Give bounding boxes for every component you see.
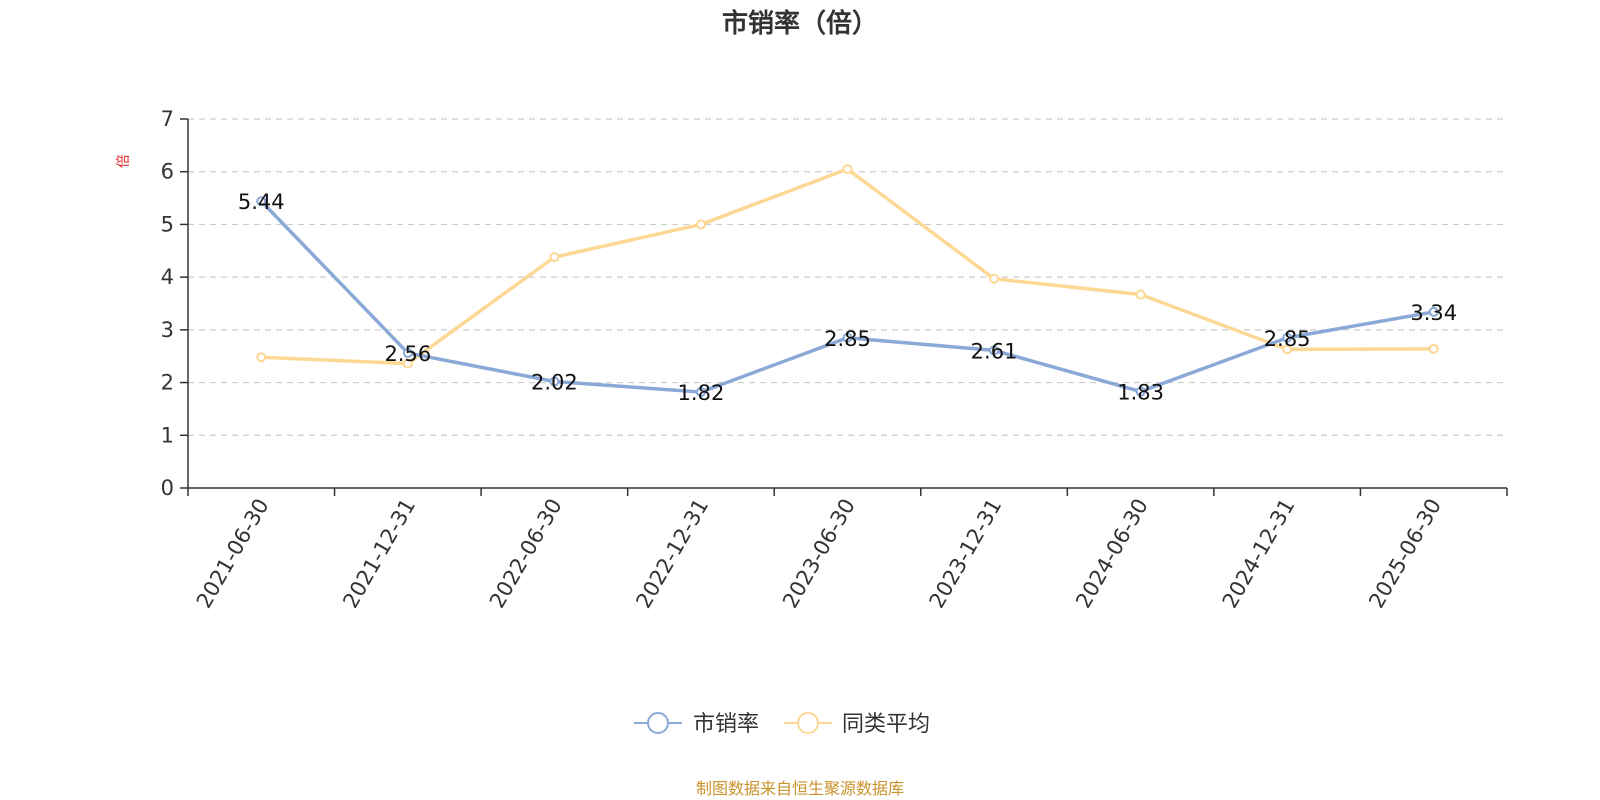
data-point[interactable] [402, 358, 413, 369]
x-tick-label: 2022-06-30 [485, 495, 567, 613]
y-tick-label: 3 [161, 318, 174, 342]
data-point[interactable] [842, 332, 853, 343]
legend-label: 同类平均 [842, 712, 930, 737]
data-point[interactable] [1135, 289, 1146, 300]
legend-item-0[interactable]: 市销率 [634, 712, 759, 737]
y-tick-label: 2 [161, 371, 174, 395]
series-line-0 [260, 200, 1435, 394]
data-point[interactable] [989, 273, 1000, 284]
legend-label: 市销率 [693, 712, 759, 737]
x-tick-label: 2024-12-31 [1218, 495, 1300, 613]
legend-marker [647, 712, 669, 734]
data-label: 1.83 [1117, 381, 1164, 405]
data-label: 5.44 [238, 190, 285, 214]
y-tick-label: 6 [161, 160, 174, 184]
axes [180, 118, 1508, 496]
data-label: 3.34 [1410, 301, 1457, 325]
data-point[interactable] [1135, 386, 1146, 397]
x-tick-label: 2023-06-30 [778, 495, 860, 613]
x-ticks: 2021-06-30 2021-12-31 2022-06-30 2022-12-31… [192, 495, 1446, 613]
data-point[interactable] [989, 345, 1000, 356]
y-tick-label: 7 [161, 107, 174, 131]
data-point[interactable] [1428, 306, 1439, 317]
data-label: 1.82 [678, 381, 725, 405]
series-group [256, 164, 1439, 398]
y-tick-label: 4 [161, 265, 174, 289]
x-tick-label: 2023-12-31 [925, 495, 1007, 613]
data-label: 2.61 [971, 339, 1018, 363]
legend-item-1[interactable]: 同类平均 [784, 712, 930, 737]
source-note: 制图数据来自恒生聚源数据库 [696, 779, 904, 798]
legend-marker [797, 712, 819, 734]
x-tick-label: 2022-12-31 [631, 495, 713, 613]
data-label: 2.56 [384, 342, 431, 366]
data-label: 2.85 [824, 327, 871, 351]
chart-title: 市销率（倍） [722, 8, 878, 39]
data-point[interactable] [1428, 343, 1439, 354]
data-point[interactable] [549, 376, 560, 387]
data-point[interactable] [549, 252, 560, 263]
data-point[interactable] [695, 387, 706, 398]
data-point[interactable] [402, 348, 413, 359]
x-tick-label: 2021-12-31 [338, 495, 420, 613]
x-tick-label: 2024-06-30 [1071, 495, 1153, 613]
data-point[interactable] [842, 164, 853, 175]
data-point[interactable] [1282, 332, 1293, 343]
legend[interactable]: 市销率 同类平均 [634, 712, 930, 737]
data-point[interactable] [1282, 344, 1293, 355]
data-point[interactable] [695, 219, 706, 230]
data-label: 2.85 [1264, 327, 1311, 351]
y-axis-label: 倍 [116, 154, 132, 168]
x-tick-label: 2021-06-30 [192, 495, 274, 613]
data-point[interactable] [256, 352, 267, 363]
y-tick-label: 0 [161, 476, 174, 500]
y-tick-label: 1 [161, 423, 174, 447]
x-tick-label: 2025-06-30 [1364, 495, 1446, 613]
data-labels: 5.44 2.56 2.02 1.82 2.85 2.61 1.83 2.85 3.34 [238, 190, 1457, 405]
y-tick-label: 5 [161, 212, 174, 236]
data-point[interactable] [256, 196, 267, 207]
y-ticks: 0 1 2 3 4 5 6 7 [161, 107, 174, 500]
data-label: 2.02 [531, 371, 578, 395]
